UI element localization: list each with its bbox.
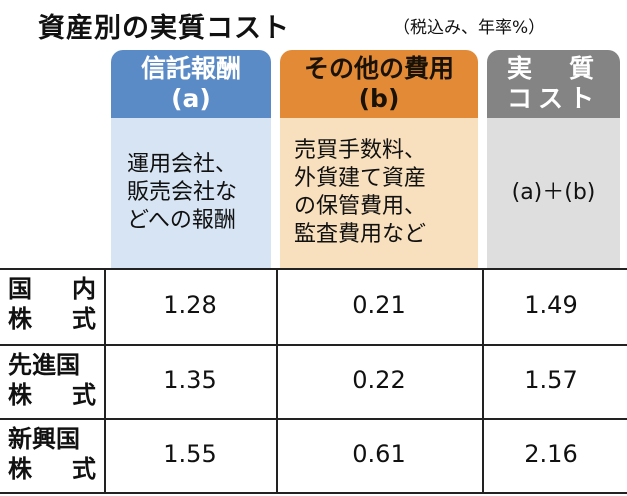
column-header-real-cost: 実 質 コスト (487, 50, 620, 118)
table-cell: 1.35 (163, 366, 217, 394)
unit-note: （税込み、年率%） (393, 18, 546, 38)
description-line: (a)＋(b) (511, 180, 596, 205)
page-title: 資産別の実質コスト (38, 13, 290, 44)
column-header-trust-fee: 信託報酬 (a) (111, 50, 271, 118)
table-rule (0, 344, 627, 346)
table-cell: 2.16 (524, 440, 578, 468)
row-label-developed-stocks: 先進国 株式 (8, 351, 96, 409)
column-header-sub: (b) (358, 84, 400, 113)
table-rule (104, 268, 106, 494)
column-header-sub: (a) (171, 84, 211, 113)
column-header-other-costs: その他の費用 (b) (280, 50, 478, 118)
column-header-label: その他の費用 (303, 54, 454, 83)
column-description-real-cost: (a)＋(b) (487, 118, 620, 268)
table-cell: 1.28 (163, 291, 217, 319)
table-rule (482, 268, 484, 494)
table-cell: 0.22 (352, 366, 406, 394)
description-line: 売買手数料、 (294, 138, 427, 163)
table-rule (276, 268, 278, 494)
table-rule (0, 268, 627, 270)
table-rule (0, 492, 627, 494)
column-description-trust-fee: 運用会社、 販売会社な どへの報酬 (111, 118, 271, 268)
table-cell: 0.61 (352, 440, 406, 468)
description-line: どへの報酬 (127, 208, 236, 233)
description-line: 販売会社な (127, 180, 238, 205)
table-cell: 1.57 (524, 366, 578, 394)
column-header-label: 信託報酬 (140, 54, 241, 83)
table-cell: 1.55 (163, 440, 217, 468)
description-line: の保管費用、 (294, 194, 427, 219)
row-label-emerging-stocks: 新興国 株式 (8, 425, 96, 483)
column-header-label: 実 質 (506, 54, 600, 83)
description-line: 外貨建て資産 (294, 166, 427, 191)
table-cell: 1.49 (524, 291, 578, 319)
column-header-sub: コスト (506, 84, 600, 113)
row-label-domestic-stocks: 国内 株式 (8, 275, 96, 333)
description-line: 運用会社、 (127, 152, 238, 177)
table-cell: 0.21 (352, 291, 406, 319)
column-description-other-costs: 売買手数料、 外貨建て資産 の保管費用、 監査費用など (280, 118, 478, 268)
description-line: 監査費用など (294, 222, 427, 247)
table-rule (0, 418, 627, 420)
